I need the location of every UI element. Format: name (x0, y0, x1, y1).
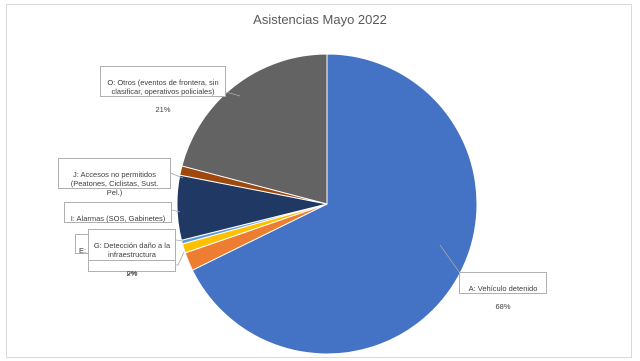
data-label-j-name: J: Accesos no permitidos (Peatones, Cicl… (70, 170, 159, 197)
data-label-orange-pct: 2% (126, 269, 138, 278)
data-label-a: A: Vehículo detenido 68% (459, 272, 547, 311)
leader-line-o (225, 91, 241, 97)
pie-slice-0 (191, 53, 478, 355)
data-label-i-name: I: Alarmas (SOS, Gabinetes) (70, 214, 166, 223)
data-label-orange: 2% (88, 260, 176, 277)
data-label-g-name: G: Detección daño a la infraestructura (93, 241, 171, 259)
data-label-o: O: Otros (eventos de frontera, sin clasi… (100, 66, 226, 114)
data-label-g: G: Detección daño a la infraestructura 0… (88, 229, 176, 277)
leader-line-g (175, 239, 184, 242)
data-label-g-pct: 0% (127, 268, 138, 277)
pie-slice-6 (181, 53, 328, 205)
data-label-a-pct: 68% (495, 302, 511, 311)
data-label-i: I: Alarmas (SOS, Gabinetes) 7% (64, 202, 172, 241)
data-label-j: J: Accesos no permitidos (Peatones, Cicl… (58, 158, 171, 215)
leader-line-a (439, 244, 463, 277)
data-label-o-pct: 21% (155, 105, 171, 114)
data-label-a-name: A: Vehículo detenido (468, 284, 538, 293)
data-label-e-name: E: (79, 246, 87, 255)
data-label-o-name: O: Otros (eventos de frontera, sin clasi… (107, 78, 219, 96)
leader-line-i (171, 209, 181, 213)
chart-title: Asistencias Mayo 2022 (253, 12, 387, 27)
